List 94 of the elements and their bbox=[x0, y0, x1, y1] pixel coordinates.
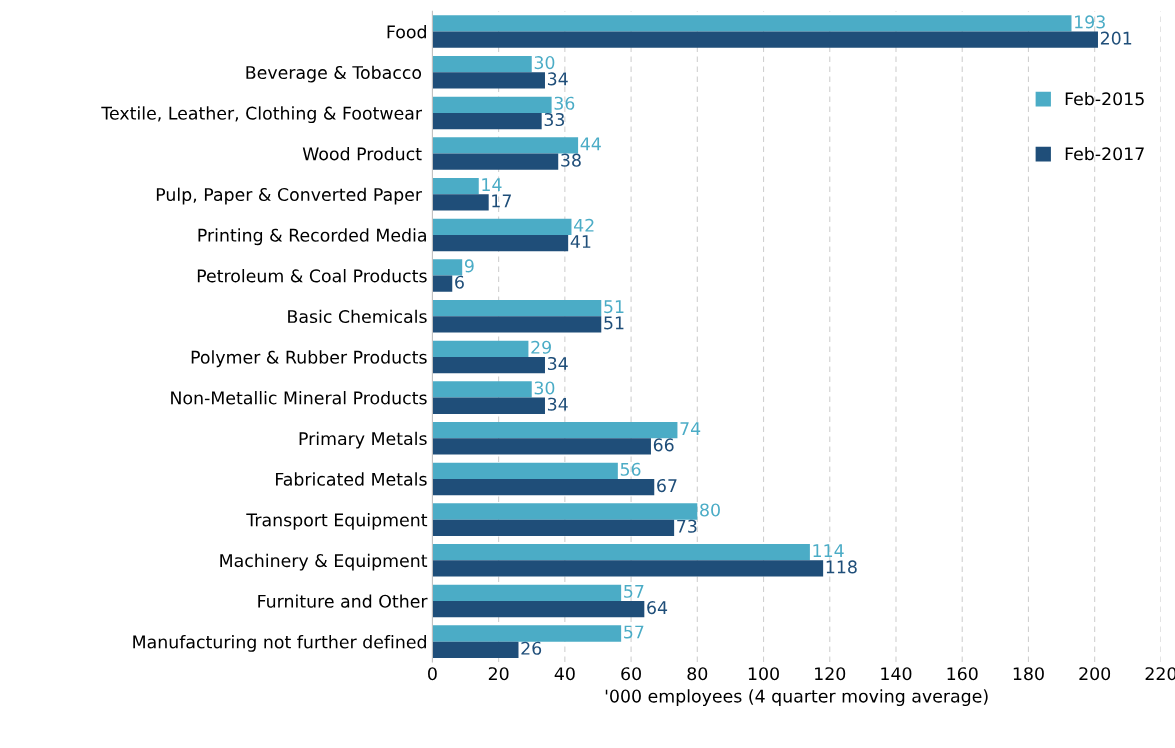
x-tick-label: 200 bbox=[1079, 667, 1111, 681]
data-label: 26 bbox=[521, 641, 542, 655]
y-tick-label: Machinery & Equipment bbox=[220, 553, 428, 571]
y-tick-label: Pulp, Paper & Converted Paper bbox=[156, 187, 423, 205]
x-tick-label: 180 bbox=[1013, 667, 1044, 681]
bar bbox=[432, 625, 622, 642]
data-label: 56 bbox=[620, 462, 641, 476]
x-tick-label: 100 bbox=[748, 667, 779, 681]
bar bbox=[432, 544, 810, 561]
bar bbox=[432, 438, 651, 455]
x-tick-label: 80 bbox=[687, 667, 708, 681]
data-label: 30 bbox=[534, 381, 555, 395]
y-tick-label: Food bbox=[387, 24, 426, 39]
x-tick-label: 40 bbox=[554, 667, 575, 681]
y-tick-label: Primary Metals bbox=[299, 431, 427, 449]
x-tick-label: 140 bbox=[881, 667, 912, 681]
y-tick-label: Fabricated Metals bbox=[276, 472, 427, 486]
bar bbox=[432, 259, 463, 276]
x-tick-label: 120 bbox=[815, 667, 846, 681]
data-label: 36 bbox=[554, 96, 575, 110]
bar bbox=[432, 275, 453, 292]
x-tick-label: 0 bbox=[428, 667, 437, 681]
data-label: 6 bbox=[455, 275, 464, 289]
data-label: 118 bbox=[826, 560, 857, 574]
data-label: 34 bbox=[547, 72, 568, 86]
data-label: 44 bbox=[580, 137, 601, 151]
y-tick-label: Petroleum & Coal Products bbox=[197, 269, 427, 283]
y-tick-label: Furniture and Other bbox=[258, 594, 428, 608]
data-label: 201 bbox=[1100, 31, 1132, 45]
bar bbox=[432, 478, 655, 496]
y-tick-label: Textile, Leather, Clothing & Footwear bbox=[101, 106, 423, 124]
data-label: 64 bbox=[647, 601, 668, 615]
data-label: 80 bbox=[700, 503, 720, 517]
x-tick-label: 160 bbox=[947, 667, 978, 681]
bar bbox=[432, 96, 552, 113]
bar bbox=[432, 560, 824, 577]
data-label: 193 bbox=[1075, 15, 1105, 29]
data-label: 114 bbox=[813, 544, 844, 557]
bar bbox=[432, 340, 529, 357]
x-tick-label: 60 bbox=[621, 667, 641, 681]
x-axis-title: '000 employees (4 quarter moving average) bbox=[605, 689, 988, 706]
data-label: 42 bbox=[573, 218, 594, 232]
data-label: 34 bbox=[547, 397, 568, 411]
data-label: 14 bbox=[482, 178, 502, 191]
data-label: 17 bbox=[492, 194, 511, 208]
bar bbox=[432, 72, 545, 89]
legend-label: Feb-2017 bbox=[1065, 146, 1144, 161]
y-tick-label: Transport Equipment bbox=[246, 513, 428, 530]
data-label: 51 bbox=[604, 316, 624, 330]
data-label: 33 bbox=[544, 112, 565, 127]
data-label: 73 bbox=[677, 519, 697, 533]
bar bbox=[432, 397, 545, 414]
bar bbox=[432, 503, 698, 520]
legend-label: Feb-2015 bbox=[1065, 91, 1144, 106]
data-label: 57 bbox=[624, 625, 644, 639]
bar bbox=[432, 177, 479, 195]
data-label: 51 bbox=[604, 300, 624, 314]
data-label: 41 bbox=[570, 235, 591, 248]
y-tick-label: Wood Product bbox=[302, 146, 422, 161]
bar bbox=[432, 356, 545, 374]
bar bbox=[432, 316, 602, 333]
data-label: 34 bbox=[547, 356, 568, 371]
bar bbox=[432, 234, 569, 252]
y-tick-label: Manufacturing not further defined bbox=[133, 635, 426, 652]
bar bbox=[432, 55, 532, 73]
data-label: 57 bbox=[624, 584, 644, 598]
bar bbox=[432, 137, 579, 154]
data-label: 9 bbox=[464, 259, 474, 273]
data-label: 29 bbox=[531, 340, 551, 354]
data-label: 67 bbox=[657, 478, 677, 493]
bar bbox=[432, 194, 489, 211]
data-label: 74 bbox=[680, 422, 701, 435]
y-tick-label: Printing & Recorded Media bbox=[198, 228, 426, 246]
x-tick-label: 20 bbox=[488, 667, 509, 681]
bar bbox=[432, 112, 542, 130]
y-tick-label: Beverage & Tobacco bbox=[246, 65, 422, 83]
bar bbox=[432, 15, 1072, 32]
data-label: 66 bbox=[653, 438, 674, 452]
bar bbox=[432, 584, 622, 601]
bar bbox=[432, 519, 675, 536]
data-label: 30 bbox=[534, 56, 555, 70]
bar bbox=[432, 218, 572, 235]
y-tick-label: Polymer & Rubber Products bbox=[191, 350, 427, 368]
bar bbox=[432, 641, 519, 658]
y-tick-label: Non-Metallic Mineral Products bbox=[171, 391, 427, 405]
bar bbox=[432, 422, 678, 439]
bar bbox=[432, 299, 602, 317]
bar bbox=[432, 31, 1098, 48]
bar bbox=[432, 462, 618, 479]
data-label: 38 bbox=[561, 153, 581, 167]
bar bbox=[432, 600, 645, 618]
y-tick-label: Basic Chemicals bbox=[288, 309, 427, 324]
bar bbox=[432, 381, 532, 398]
bar bbox=[432, 153, 559, 170]
